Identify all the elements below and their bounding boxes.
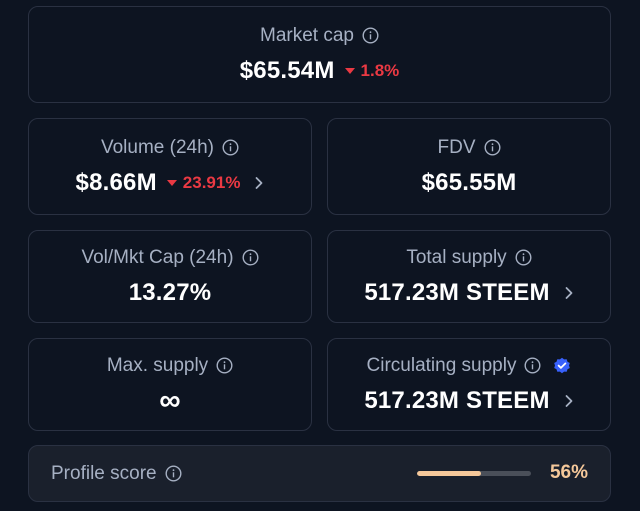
info-icon[interactable] — [216, 357, 233, 374]
vol-mkt-cap-card: Vol/Mkt Cap (24h) 13.27% — [28, 230, 312, 323]
volume-change-value: 23.91% — [182, 172, 241, 192]
info-icon[interactable] — [362, 27, 379, 44]
profile-score-percent: 56% — [549, 462, 588, 483]
info-icon[interactable] — [483, 139, 501, 156]
profile-score-progress-bar — [417, 471, 531, 476]
volume-value: $8.66M — [75, 168, 157, 196]
profile-score-progress-fill — [417, 471, 481, 476]
fdv-label: FDV — [437, 136, 476, 158]
market-cap-change: 1.8% — [344, 57, 400, 85]
info-icon[interactable] — [524, 357, 541, 374]
market-cap-change-value: 1.8% — [360, 60, 400, 80]
max-supply-label: Max. supply — [106, 354, 209, 376]
info-icon[interactable] — [222, 139, 239, 156]
circulating-supply-label: Circulating supply — [366, 354, 517, 376]
market-cap-card: Market cap $65.54M 1.8% — [28, 6, 611, 103]
info-icon[interactable] — [165, 465, 182, 482]
verified-check-icon — [553, 357, 571, 375]
total-supply-card[interactable]: Total supply 517.23M STEEM — [327, 230, 611, 323]
volume-card[interactable]: Volume (24h) $8.66M 23.91% — [28, 118, 312, 215]
circulating-supply-card[interactable]: Circulating supply 517.23M STEEM — [327, 338, 611, 431]
circulating-supply-value: 517.23M STEEM — [364, 386, 550, 414]
fdv-value: $65.55M — [421, 168, 517, 196]
fdv-card: FDV $65.55M — [327, 118, 611, 215]
down-triangle-icon — [166, 179, 177, 186]
info-icon[interactable] — [515, 249, 532, 266]
market-cap-value: $65.54M — [239, 56, 335, 84]
total-supply-label: Total supply — [406, 246, 507, 268]
profile-score-card[interactable]: Profile score 56% — [28, 445, 611, 502]
total-supply-value: 517.23M STEEM — [364, 278, 550, 306]
vol-mkt-cap-value: 13.27% — [128, 278, 212, 306]
max-supply-value: ∞ — [159, 383, 181, 417]
chevron-right-icon[interactable] — [564, 394, 574, 408]
profile-score-label: Profile score — [51, 462, 157, 484]
market-cap-label: Market cap — [260, 24, 354, 46]
info-icon[interactable] — [242, 249, 259, 266]
chevron-right-icon[interactable] — [254, 176, 264, 190]
down-triangle-icon — [344, 67, 355, 74]
chevron-right-icon[interactable] — [564, 286, 574, 300]
volume-change: 23.91% — [166, 169, 241, 197]
vol-mkt-cap-label: Vol/Mkt Cap (24h) — [81, 246, 234, 268]
volume-label: Volume (24h) — [100, 136, 214, 158]
max-supply-card: Max. supply ∞ — [28, 338, 312, 431]
